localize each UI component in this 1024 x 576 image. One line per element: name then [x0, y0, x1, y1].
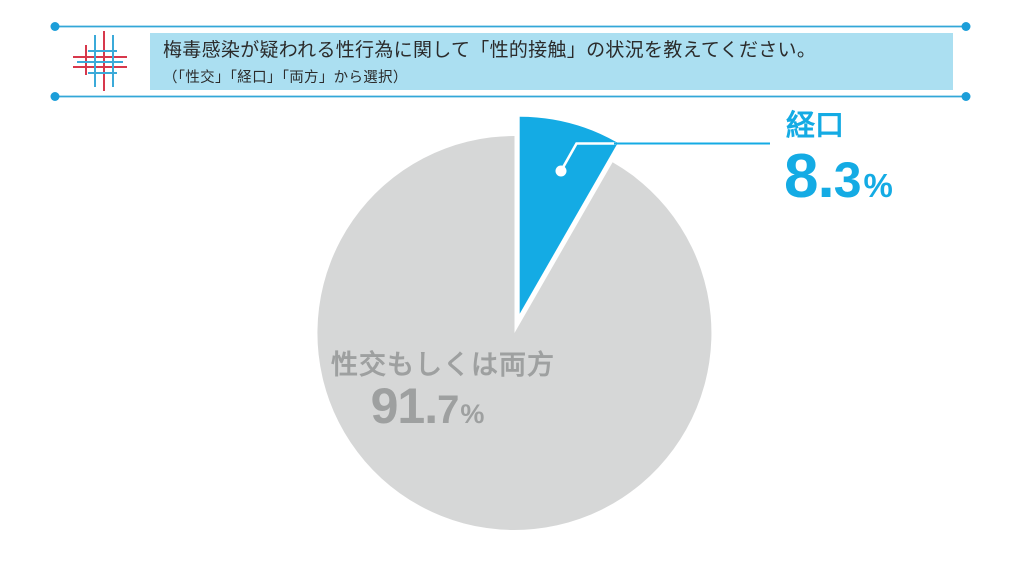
- pie-slice-intercourse-or-both: [317, 136, 712, 530]
- leader-dot: [555, 165, 567, 177]
- value-both-sep: .: [424, 378, 438, 434]
- rule-dot-bottom-right: [961, 92, 971, 101]
- logo-blue-lines: [77, 35, 123, 87]
- value-oral-sep: .: [817, 142, 834, 211]
- question-line1: 梅毒感染が疑われる性行為に関して「性的接触」の状況を教えてください。: [163, 40, 817, 61]
- value-oral-int: 8: [784, 142, 818, 211]
- question-box: 梅毒感染が疑われる性行為に関して「性的接触」の状況を教えてください。 （「性交」…: [150, 33, 953, 90]
- pie-slice-oral: [519, 116, 618, 314]
- label-oral: 経口: [786, 110, 845, 142]
- value-both-pct: %: [460, 399, 484, 429]
- value-oral: 8.3%: [784, 146, 893, 208]
- value-oral-dec: 3: [833, 152, 862, 208]
- value-oral-pct: %: [863, 167, 893, 204]
- value-intercourse-or-both: 91.7%: [317, 381, 537, 431]
- header-rules: [50, 22, 971, 101]
- rule-dot-top-left: [50, 22, 60, 31]
- value-both-int: 91: [370, 378, 426, 434]
- question-line2: （「性交」「経口」「両方」から選択）: [163, 69, 408, 86]
- rule-dot-bottom-left: [50, 92, 60, 101]
- label-intercourse-or-both: 性交もしくは両方: [331, 350, 555, 380]
- medical-crosshatch-logo-icon: [73, 31, 127, 91]
- value-both-dec: 7: [437, 388, 459, 432]
- leader-line-inner: [559, 142, 616, 172]
- rule-dot-top-right: [961, 22, 971, 31]
